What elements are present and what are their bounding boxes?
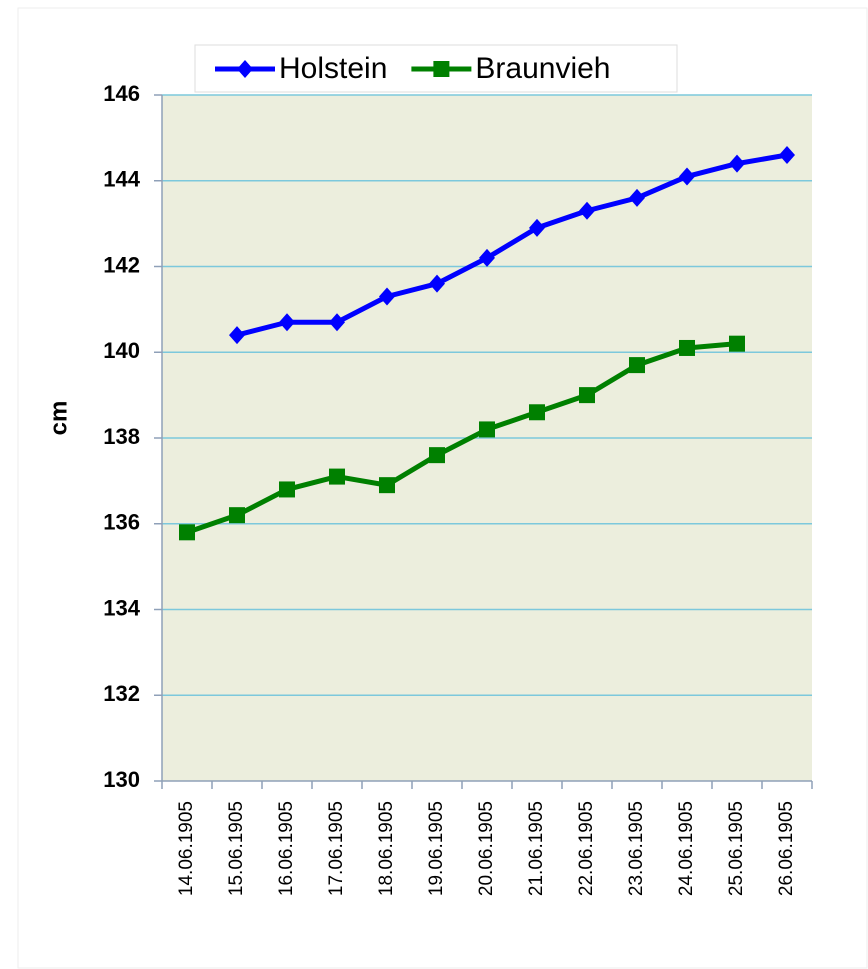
marker bbox=[279, 313, 295, 332]
marker bbox=[433, 61, 450, 77]
y-tick-label: 140 bbox=[103, 338, 140, 363]
y-tick-label: 146 bbox=[103, 81, 140, 106]
marker bbox=[629, 357, 645, 374]
x-tick-label: 14.06.1905 bbox=[176, 801, 197, 896]
x-tick-label: 20.06.1905 bbox=[476, 801, 497, 896]
x-tick-label: 15.06.1905 bbox=[226, 801, 247, 896]
x-tick-label: 19.06.1905 bbox=[426, 801, 447, 896]
marker bbox=[379, 477, 395, 494]
marker bbox=[729, 154, 745, 173]
marker bbox=[579, 201, 595, 220]
y-tick-label: 130 bbox=[103, 767, 140, 792]
marker bbox=[779, 146, 795, 165]
y-tick-label: 144 bbox=[103, 167, 140, 192]
x-tick-label: 26.06.1905 bbox=[776, 801, 797, 896]
legend-label: Holstein bbox=[279, 52, 387, 85]
y-tick-label: 134 bbox=[103, 595, 140, 620]
marker bbox=[679, 167, 695, 186]
marker bbox=[237, 60, 253, 78]
x-tick-label: 24.06.1905 bbox=[676, 801, 697, 896]
marker bbox=[479, 421, 495, 438]
x-tick-label: 16.06.1905 bbox=[276, 801, 297, 896]
x-tick-label: 18.06.1905 bbox=[376, 801, 397, 896]
marker bbox=[179, 524, 195, 541]
x-tick-label: 23.06.1905 bbox=[626, 801, 647, 896]
marker bbox=[529, 404, 545, 421]
marker bbox=[529, 218, 545, 237]
legend-label: Braunvieh bbox=[475, 52, 610, 85]
y-tick-label: 136 bbox=[103, 510, 140, 535]
marker bbox=[279, 481, 295, 498]
marker bbox=[429, 274, 445, 293]
x-tick-label: 25.06.1905 bbox=[726, 801, 747, 896]
y-axis-label: cm bbox=[45, 401, 72, 436]
series-line bbox=[186, 341, 738, 535]
y-tick-label: 132 bbox=[103, 681, 140, 706]
marker bbox=[679, 339, 695, 356]
marker bbox=[229, 326, 245, 345]
x-tick-label: 21.06.1905 bbox=[526, 801, 547, 896]
y-tick-label: 138 bbox=[103, 424, 140, 449]
series-line bbox=[236, 152, 788, 338]
marker bbox=[479, 248, 495, 267]
marker bbox=[329, 468, 345, 485]
x-tick-label: 17.06.1905 bbox=[326, 801, 347, 896]
x-tick-label: 22.06.1905 bbox=[576, 801, 597, 896]
marker bbox=[579, 387, 595, 404]
marker bbox=[729, 335, 745, 352]
marker bbox=[379, 287, 395, 306]
marker bbox=[329, 313, 345, 332]
marker bbox=[229, 507, 245, 524]
marker bbox=[629, 188, 645, 207]
marker bbox=[429, 447, 445, 464]
y-tick-label: 142 bbox=[103, 252, 140, 277]
